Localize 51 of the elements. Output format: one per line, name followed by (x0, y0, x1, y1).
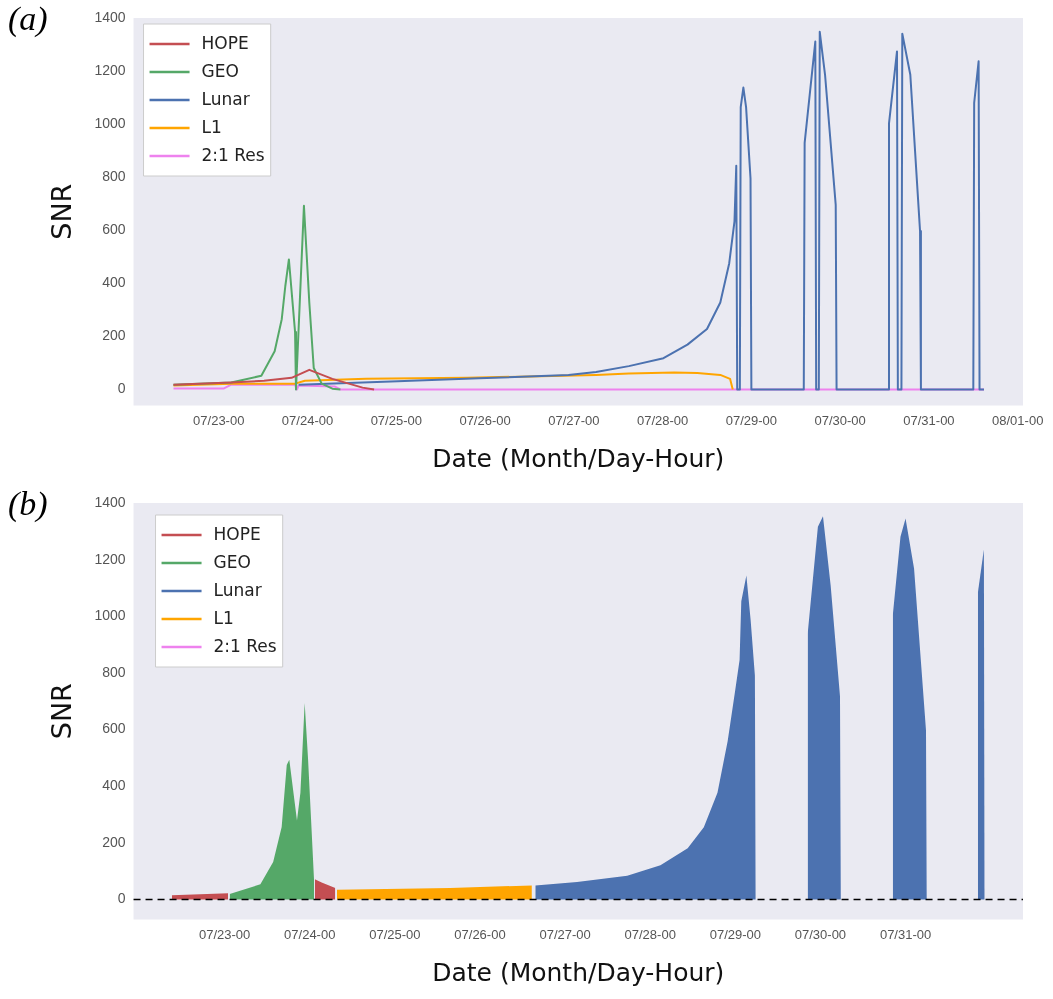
y-tick-label: 800 (102, 168, 126, 185)
y-tick-label: 1000 (94, 115, 126, 131)
y-tick-label: 800 (102, 663, 126, 680)
y-tick-label: 1000 (94, 607, 126, 624)
x-tick-label: 07/29-00 (725, 412, 778, 428)
y-tick-label: 1400 (94, 493, 126, 510)
y-tick-label: 1200 (94, 61, 126, 78)
legend-label: GEO (201, 61, 239, 82)
legend-label: Lunar (213, 580, 262, 601)
y-tick-label: 400 (102, 777, 126, 794)
legend-label: GEO (213, 552, 251, 573)
legend-label: Lunar (201, 89, 250, 110)
x-tick-label: 07/26-00 (454, 926, 506, 942)
x-tick-label: 07/30-00 (794, 926, 847, 942)
x-tick-label: 07/24-00 (284, 926, 336, 942)
x-tick-label: 07/28-00 (636, 412, 689, 428)
y-tick-label: 200 (102, 833, 126, 850)
legend-label: L1 (213, 608, 234, 629)
x-tick-label: 07/30-00 (814, 412, 866, 428)
x-tick-label: 07/25-00 (370, 412, 422, 428)
legend-label: L1 (201, 117, 222, 138)
legend-label: HOPE (213, 524, 261, 545)
y-axis-title: SNR (46, 183, 78, 240)
legend-label: 2:1 Res (213, 636, 277, 657)
legend-label: 2:1 Res (201, 145, 265, 166)
y-tick-label: 400 (102, 274, 126, 291)
x-tick-label: 07/24-00 (281, 412, 334, 428)
x-tick-label: 07/31-00 (903, 412, 955, 428)
x-tick-label: 07/27-00 (548, 412, 600, 428)
y-tick-label: 0 (117, 380, 126, 397)
x-tick-label: 07/27-00 (539, 926, 591, 942)
x-axis-title: Date (Month/Day-Hour) (432, 957, 725, 987)
x-tick-label: 08/01-00 (992, 412, 1044, 428)
x-tick-label: 07/31-00 (879, 926, 932, 942)
y-tick-label: 0 (117, 890, 126, 907)
y-tick-label: 600 (102, 221, 126, 238)
chart-title: (a) (8, 0, 48, 38)
x-tick-label: 07/25-00 (369, 926, 421, 942)
x-tick-label: 07/26-00 (459, 412, 511, 428)
x-axis-title: Date (Month/Day-Hour) (432, 443, 725, 473)
y-axis-title: SNR (46, 683, 78, 740)
chart-title: (b) (8, 484, 48, 523)
x-tick-label: 07/23-00 (193, 412, 245, 428)
x-tick-label: 07/29-00 (709, 926, 761, 942)
x-tick-label: 07/28-00 (624, 926, 676, 942)
y-tick-label: 1400 (94, 8, 126, 25)
y-tick-label: 1200 (94, 550, 126, 567)
x-tick-label: 07/23-00 (198, 926, 251, 942)
legend-label: HOPE (201, 33, 249, 54)
y-tick-label: 200 (102, 327, 126, 344)
y-tick-label: 600 (102, 720, 126, 737)
